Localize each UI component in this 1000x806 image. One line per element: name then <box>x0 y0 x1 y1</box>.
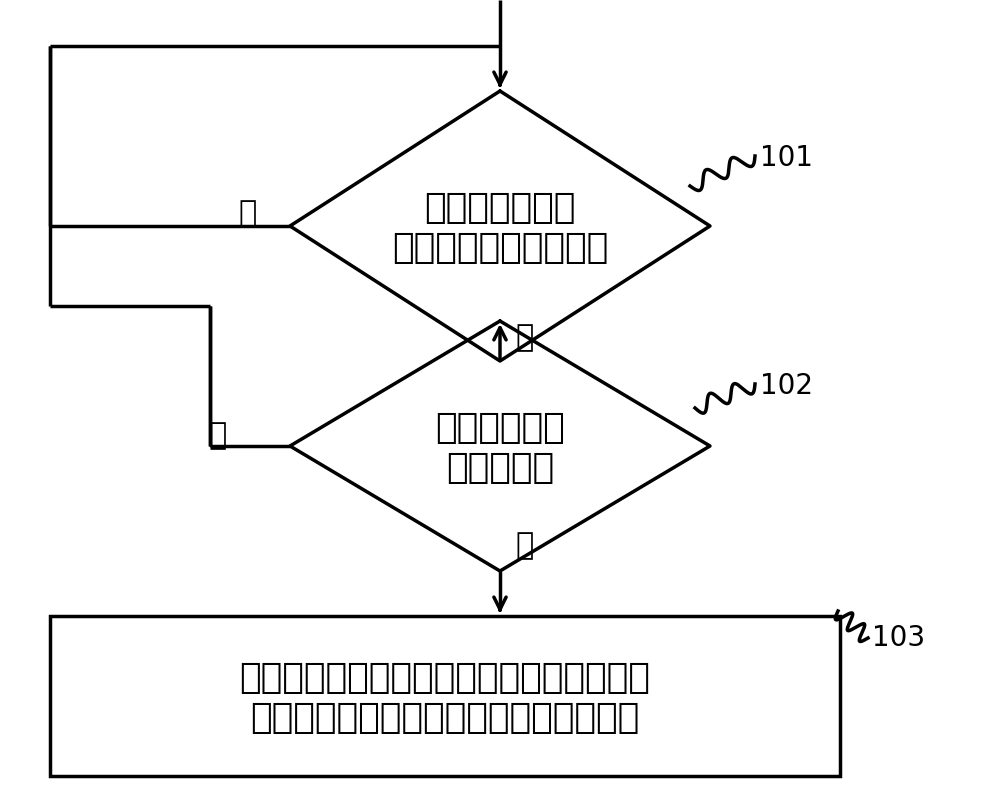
Text: 存在故障？: 存在故障？ <box>446 451 554 485</box>
Text: 102: 102 <box>760 372 813 400</box>
Text: 对目标输出通道执行自动归零流程，自动归: 对目标输出通道执行自动归零流程，自动归 <box>240 661 650 695</box>
Text: 103: 103 <box>872 624 925 652</box>
Text: 101: 101 <box>760 144 813 172</box>
Text: 零流程用于对目标输出通道实现电流补偿: 零流程用于对目标输出通道实现电流补偿 <box>250 701 640 735</box>
Text: 否: 否 <box>515 531 533 560</box>
Text: 否: 否 <box>239 200 257 228</box>
Text: 目标输出通道: 目标输出通道 <box>435 411 565 445</box>
Text: 道，补偿条件被满足？: 道，补偿条件被满足？ <box>392 231 608 265</box>
Text: 是: 是 <box>209 422 227 451</box>
Bar <box>50 616 840 776</box>
Text: 是: 是 <box>515 323 533 352</box>
Text: 针对目标输出通: 针对目标输出通 <box>424 191 576 225</box>
